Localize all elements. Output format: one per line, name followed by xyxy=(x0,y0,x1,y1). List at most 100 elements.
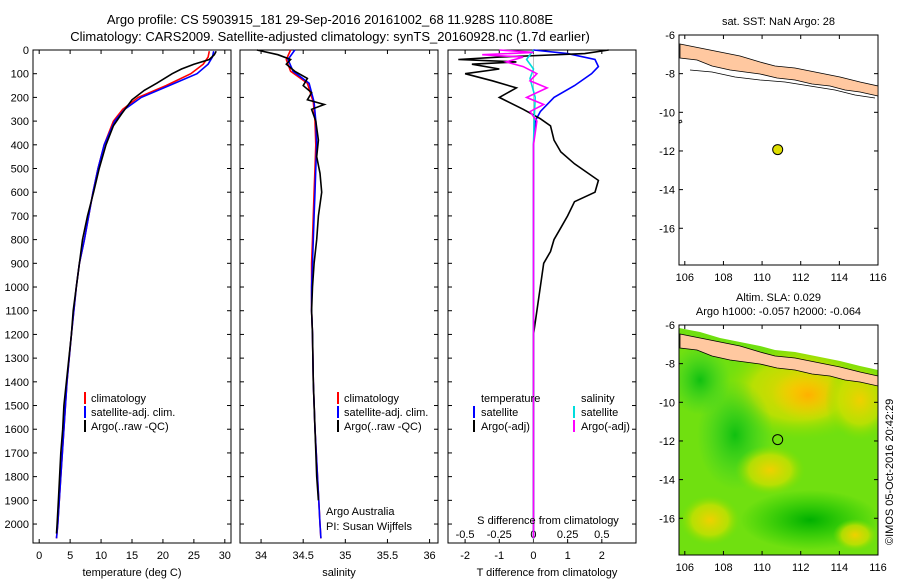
map-x-tick-label: 106 xyxy=(676,272,694,284)
x-tick-label: -2 xyxy=(460,550,470,562)
y-tick-label: 300 xyxy=(11,116,29,128)
chart-title-line1: Argo profile: CS 5903915_181 29-Sep-2016… xyxy=(106,12,554,27)
map-x-tick-label: 108 xyxy=(714,272,732,284)
sla-map-axes: 106 108 110 112 114 116 -6 -8 -10 -12 -14 -16 xyxy=(659,320,887,574)
x-tick-label: 1 xyxy=(565,550,571,562)
map-y-tick-label: -16 xyxy=(659,223,675,235)
x-tick-label: -1 xyxy=(494,550,504,562)
series-line-salinity-argo-adj xyxy=(482,49,550,539)
y-tick-label: 1100 xyxy=(5,306,29,318)
map-y-tick-label: -12 xyxy=(659,436,675,448)
x-tick-label: 30 xyxy=(219,550,231,562)
map-x-tick-label: 112 xyxy=(792,272,810,284)
legend-label-climatology: climatology xyxy=(344,393,400,405)
y-tick-label: 500 xyxy=(11,164,29,176)
legend-label-s-satellite: satellite xyxy=(581,407,618,419)
sla-mid-blob-sw xyxy=(680,495,740,545)
sla-mid-blob-se xyxy=(833,519,877,551)
x-tick-label: 34 xyxy=(255,550,267,562)
sla-mid-blob xyxy=(735,445,805,495)
map-x-tick-label: 116 xyxy=(869,562,887,574)
series-line-satellite-adj-clim xyxy=(55,51,215,539)
map-x-tick-label: 110 xyxy=(753,562,771,574)
s-diff-tick-label: 0.25 xyxy=(557,529,578,541)
imos-timestamp: ©IMOS 05-Oct-2016 20:42:29 xyxy=(884,398,896,545)
difference-chart: -2 -1 0 1 2-0.5 -0.25 0 0.25 0.5 xyxy=(448,49,636,562)
y-tick-label: 1600 xyxy=(5,424,29,436)
y-tick-label: 600 xyxy=(11,187,29,199)
map-x-tick-label: 108 xyxy=(714,562,732,574)
map-y-tick-label: -6 xyxy=(665,320,675,332)
x-tick-label: 5 xyxy=(67,550,73,562)
y-tick-label: 200 xyxy=(11,92,29,104)
y-tick-label: 900 xyxy=(11,258,29,270)
salinity-x-label: salinity xyxy=(322,567,356,579)
salinity-panel-frame xyxy=(239,49,439,544)
java-landmass xyxy=(679,43,879,97)
sla-map: 106 108 110 112 114 116 -6 -8 -10 -12 -14 -16 xyxy=(659,320,887,574)
x-tick-label: 35 xyxy=(339,550,351,562)
x-tick-label: 34.5 xyxy=(292,550,313,562)
y-tick-label: 100 xyxy=(11,69,29,81)
islet-outline xyxy=(678,119,683,124)
y-tick-label: 1900 xyxy=(5,495,29,507)
map-y-tick-label: -8 xyxy=(665,359,675,371)
y-tick-label: 700 xyxy=(11,211,29,223)
map-y-tick-label: -10 xyxy=(659,107,675,119)
legend-label-satellite: satellite-adj. clim. xyxy=(344,407,428,419)
salinity-chart: 34 34.5 35 35.5 36 xyxy=(240,49,438,562)
map-y-tick-label: -14 xyxy=(659,185,675,197)
legend-title-salinity: salinity xyxy=(581,393,615,405)
map-x-tick-label: 112 xyxy=(792,562,810,574)
map-x-tick-label: 114 xyxy=(831,272,849,284)
map-y-tick-label: -14 xyxy=(659,475,675,487)
coastline-contour xyxy=(689,69,876,99)
legend-label-climatology: climatology xyxy=(91,393,147,405)
map-y-tick-label: -10 xyxy=(659,397,675,409)
annotation-argo-australia: Argo Australia xyxy=(326,506,395,518)
temperature-panel-frame xyxy=(32,49,232,544)
series-line-climatology xyxy=(55,51,211,539)
java-landmass-sla xyxy=(679,333,878,387)
difference-panel-frame xyxy=(447,49,637,544)
sla-map-title2: Argo h1000: -0.057 h2000: -0.064 xyxy=(695,306,862,318)
s-diff-tick-label: -0.5 xyxy=(456,529,475,541)
y-tick-label: 400 xyxy=(11,140,29,152)
y-tick-label: 1300 xyxy=(5,353,29,365)
x-tick-label: 0 xyxy=(530,550,536,562)
x-tick-label: 10 xyxy=(95,550,107,562)
y-tick-label: 1000 xyxy=(5,282,29,294)
y-tick-label: 1800 xyxy=(5,472,29,484)
y-tick-label: 800 xyxy=(11,235,29,247)
argo-float-marker xyxy=(772,144,784,156)
series-line-temperature-satellite xyxy=(532,49,600,539)
series-line-temperature-argo-adj xyxy=(458,49,609,539)
series-line-argo-raw-qc xyxy=(55,50,217,534)
sst-map-axes: 106 108 110 112 114 116 -6 -8 -10 -12 -14 -16 xyxy=(659,30,887,284)
map-x-tick-label: 114 xyxy=(831,562,849,574)
map-y-tick-label: -6 xyxy=(665,30,675,42)
legend-title-temperature: temperature xyxy=(481,393,540,405)
map-x-tick-label: 106 xyxy=(676,562,694,574)
sla-low-blob-west xyxy=(679,345,730,415)
sst-map: 106 108 110 112 114 116 -6 -8 -10 -12 -14 -16 xyxy=(659,30,887,284)
sla-map-frame xyxy=(678,324,879,556)
difference-legend: temperature satellite Argo(-adj) salinit… xyxy=(473,393,630,433)
x-tick-label: 35.5 xyxy=(377,550,398,562)
y-tick-label: 1400 xyxy=(5,377,29,389)
s-difference-label: S difference from climatology xyxy=(477,515,619,527)
map-y-tick-label: -8 xyxy=(665,69,675,81)
annotation-pi: PI: Susan Wijffels xyxy=(326,521,412,533)
legend-label-s-argo: Argo(-adj) xyxy=(581,421,630,433)
legend-label-argo: Argo(..raw -QC) xyxy=(344,421,422,433)
sst-map-title: sat. SST: NaN Argo: 28 xyxy=(721,16,836,28)
chart-title-line2: Climatology: CARS2009. Satellite-adjuste… xyxy=(70,29,590,44)
temperature-chart: 0 5 10 15 20 25 300100200300400500600700800900… xyxy=(5,45,231,562)
map-y-tick-label: -16 xyxy=(659,513,675,525)
s-diff-tick-label: -0.25 xyxy=(487,529,512,541)
y-tick-label: 1700 xyxy=(5,448,29,460)
x-tick-label: 25 xyxy=(188,550,200,562)
argo-float-marker-sla xyxy=(772,434,784,446)
x-tick-label: 36 xyxy=(423,550,435,562)
temperature-legend: climatology satellite-adj. clim. Argo(..… xyxy=(84,392,175,433)
